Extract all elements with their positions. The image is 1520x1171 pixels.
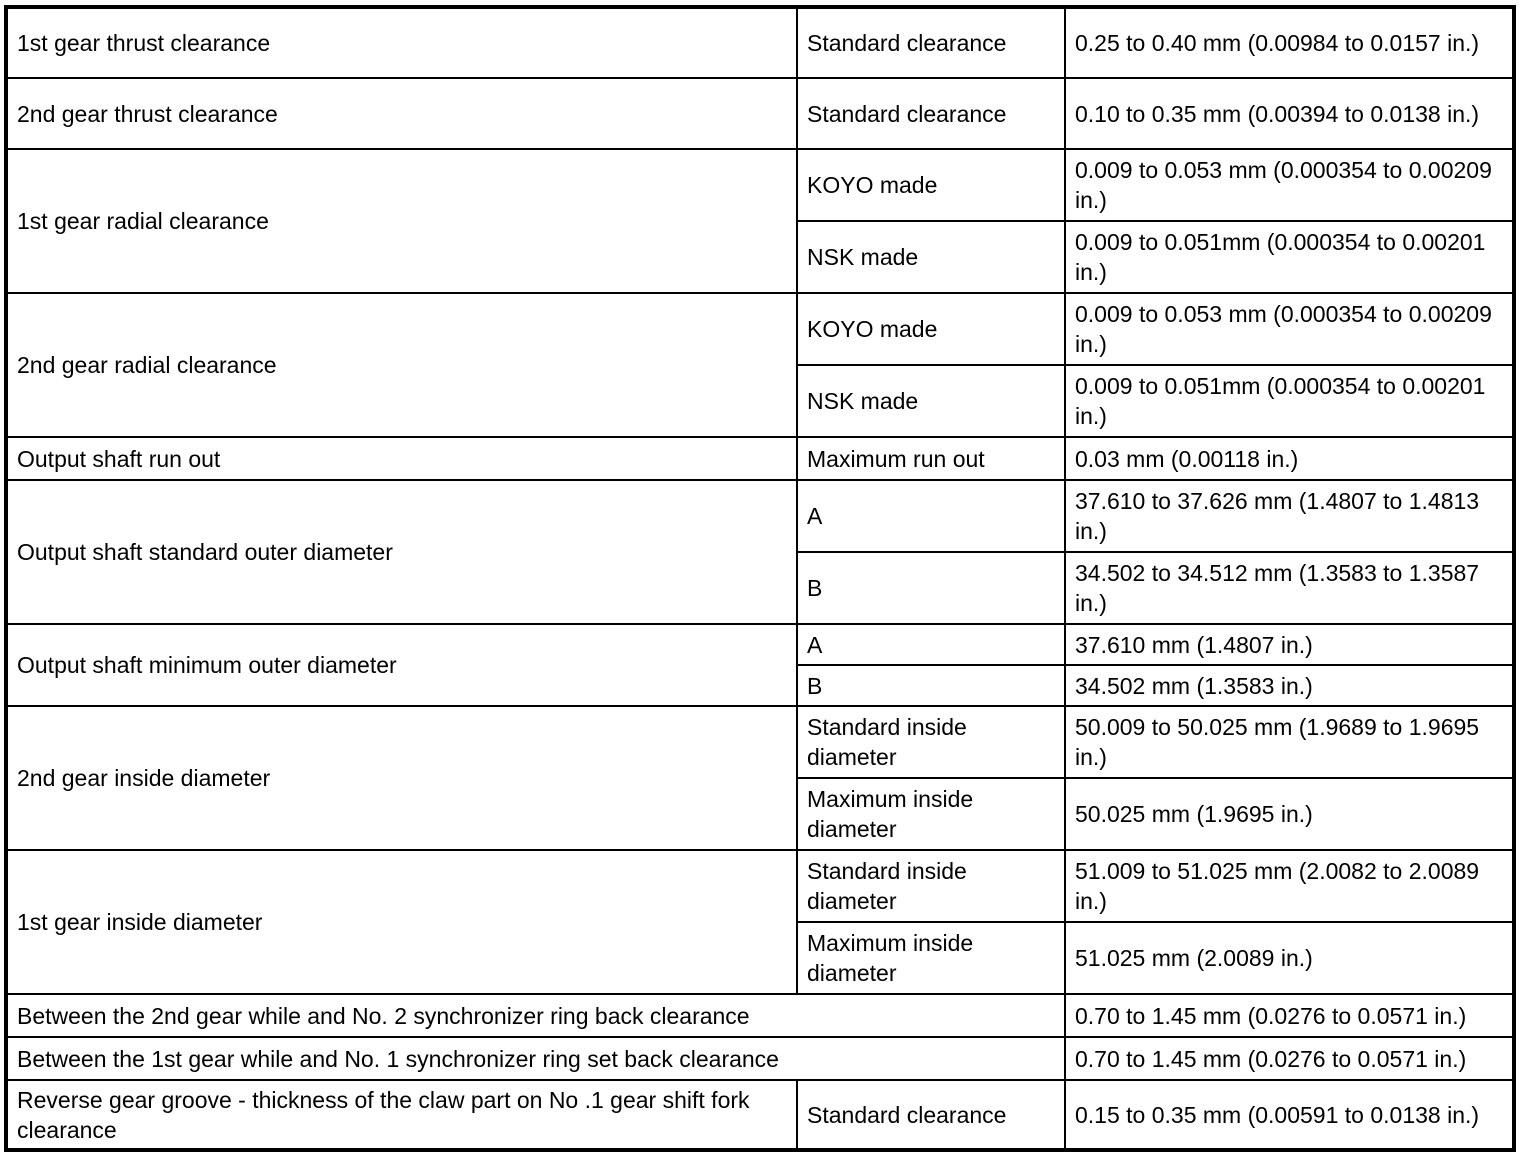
value-cell: 37.610 mm (1.4807 in.) [1064, 623, 1515, 666]
item-cell: Reverse gear groove - thickness of the c… [5, 1079, 798, 1151]
value-cell: 0.70 to 1.45 mm (0.0276 to 0.0571 in.) [1064, 1036, 1515, 1081]
sub-item-cell: Maximum run out [796, 436, 1066, 481]
sub-item-cell: Maximum inside diameter [796, 921, 1066, 995]
value-cell: 0.009 to 0.051mm (0.000354 to 0.00201 in… [1064, 220, 1515, 294]
item-cell: Between the 1st gear while and No. 1 syn… [5, 1036, 1066, 1081]
item-cell: 1st gear radial clearance [5, 148, 798, 294]
sub-item-cell: Maximum inside diameter [796, 777, 1066, 851]
table-row: B 34.502 mm (1.3583 in.) [6, 664, 1515, 707]
table-row: B 34.502 to 34.512 mm (1.3583 to 1.3587 i… [6, 551, 1515, 625]
table-row: Reverse gear groove - thickness of the c… [5, 1079, 1515, 1151]
value-cell: 0.15 to 0.35 mm (0.00591 to 0.0138 in.) [1064, 1079, 1515, 1151]
sub-item-cell: Standard clearance [796, 1079, 1066, 1151]
table-row: 2nd gear inside diameter Standard inside … [5, 705, 1515, 851]
value-cell: 0.03 mm (0.00118 in.) [1064, 436, 1515, 481]
sub-item-cell: KOYO made [796, 148, 1066, 222]
item-cell: 1st gear inside diameter [5, 849, 798, 995]
table-row: Output shaft run out Maximum run out 0.03 … [5, 436, 1515, 481]
value-cell: 51.025 mm (2.0089 in.) [1064, 921, 1515, 995]
sub-item-cell: Standard inside diameter [796, 705, 1066, 779]
sub-item-cell: A [796, 479, 1066, 553]
value-cell: 0.70 to 1.45 mm (0.0276 to 0.0571 in.) [1064, 993, 1515, 1038]
table-row: 2nd gear radial clearance KOYO made 0.009 … [5, 292, 1515, 438]
table-row: Between the 1st gear while and No. 1 syn… [5, 1036, 1515, 1081]
value-cell: 34.502 mm (1.3583 in.) [1064, 664, 1515, 707]
item-cell: Output shaft minimum outer diameter [5, 623, 798, 707]
table-row: NSK made 0.009 to 0.051mm (0.000354 to 0.… [6, 364, 1515, 438]
sub-item-cell: Standard clearance [796, 77, 1066, 150]
table-row: 2nd gear thrust clearance Standard cleara… [5, 77, 1515, 150]
sub-item-cell: Standard clearance [796, 6, 1066, 79]
sub-item-cell: B [796, 664, 1066, 707]
table-row: NSK made 0.009 to 0.051mm (0.000354 to 0.… [6, 220, 1515, 294]
table-row: Output shaft minimum outer diameter A 37.6… [5, 623, 1515, 707]
page: { "table": { "name": "gear-specification… [0, 5, 1520, 1171]
value-cell: 0.25 to 0.40 mm (0.00984 to 0.0157 in.) [1064, 6, 1515, 79]
table-row: 1st gear radial clearance KOYO made 0.009 … [5, 148, 1515, 294]
item-cell: 2nd gear inside diameter [5, 705, 798, 851]
table-row: Maximum inside diameter 51.025 mm (2.0089… [6, 921, 1515, 995]
spec-table-body: 1st gear thrust clearance Standard cleara… [5, 6, 1515, 1151]
value-cell: 50.025 mm (1.9695 in.) [1064, 777, 1515, 851]
sub-item-cell: NSK made [796, 364, 1066, 438]
sub-item-cell: Standard inside diameter [796, 849, 1066, 923]
table-row: Maximum inside diameter 50.025 mm (1.9695… [6, 777, 1515, 851]
value-cell: 37.610 to 37.626 mm (1.4807 to 1.4813 in… [1064, 479, 1515, 553]
value-cell: 0.009 to 0.051mm (0.000354 to 0.00201 in… [1064, 364, 1515, 438]
item-cell: Between the 2nd gear while and No. 2 syn… [5, 993, 1066, 1038]
table-row: 1st gear inside diameter Standard inside … [5, 849, 1515, 995]
value-cell: 51.009 to 51.025 mm (2.0082 to 2.0089 in… [1064, 849, 1515, 923]
table-row: Output shaft standard outer diameter A 37.… [5, 479, 1515, 625]
value-cell: 34.502 to 34.512 mm (1.3583 to 1.3587 in… [1064, 551, 1515, 625]
value-cell: 50.009 to 50.025 mm (1.9689 to 1.9695 in… [1064, 705, 1515, 779]
value-cell: 0.009 to 0.053 mm (0.000354 to 0.00209 i… [1064, 148, 1515, 222]
value-cell: 0.009 to 0.053 mm (0.000354 to 0.00209 i… [1064, 292, 1515, 366]
item-cell: 1st gear thrust clearance [5, 6, 798, 79]
value-cell: 0.10 to 0.35 mm (0.00394 to 0.0138 in.) [1064, 77, 1515, 150]
sub-item-cell: NSK made [796, 220, 1066, 294]
item-cell: Output shaft standard outer diameter [5, 479, 798, 625]
gear-specifications-table: 1st gear thrust clearance Standard cleara… [4, 5, 1516, 1152]
item-cell: 2nd gear radial clearance [5, 292, 798, 438]
item-cell: 2nd gear thrust clearance [5, 77, 798, 150]
sub-item-cell: A [796, 623, 1066, 666]
sub-item-cell: KOYO made [796, 292, 1066, 366]
table-row: Between the 2nd gear while and No. 2 syn… [5, 993, 1515, 1038]
sub-item-cell: B [796, 551, 1066, 625]
table-row: 1st gear thrust clearance Standard cleara… [5, 6, 1515, 79]
item-cell: Output shaft run out [5, 436, 798, 481]
